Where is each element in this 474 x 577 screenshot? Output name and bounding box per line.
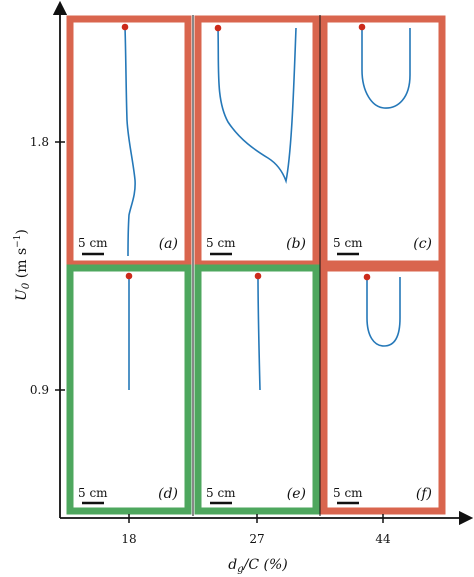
y-tick-label-0-9: 0.9 — [30, 383, 49, 397]
scale-bar-label-d: 5 cm — [78, 486, 108, 500]
trace-b — [217, 27, 297, 184]
panel-label-e: (e) — [287, 486, 306, 502]
panel-frame-a — [66, 15, 192, 268]
panel-label-f: (f) — [416, 486, 432, 502]
x-tick-label-44: 44 — [375, 532, 391, 546]
panel-label-a: (a) — [159, 236, 178, 252]
panel-frame-b — [194, 15, 320, 268]
panel-label-b: (b) — [286, 236, 306, 252]
scale-bar-label-e: 5 cm — [206, 486, 236, 500]
y-tick-label-1-8: 1.8 — [30, 135, 49, 149]
origin-dot-a — [121, 23, 129, 31]
trace-f — [366, 277, 401, 347]
scale-bar-label-b: 5 cm — [206, 236, 236, 250]
trace-e — [257, 275, 261, 391]
y-axis-label: U0 (m s−1) — [13, 229, 32, 301]
origin-dot-f — [363, 273, 371, 281]
x-tick-label-18: 18 — [121, 532, 136, 546]
origin-dot-e — [254, 272, 262, 280]
scale-bar-label-f: 5 cm — [333, 486, 363, 500]
scale-bar-f: 5 cm — [333, 486, 363, 505]
panel-frame-c — [320, 15, 446, 268]
scale-bar-e: 5 cm — [206, 486, 236, 505]
scale-bar-label-a: 5 cm — [78, 236, 108, 250]
x-axis-label: dg/C (%) — [228, 557, 287, 575]
origin-dot-d — [125, 272, 133, 280]
panel-frame-e — [194, 264, 320, 515]
panel-frame-f — [320, 264, 446, 515]
trace-c — [361, 27, 411, 109]
origin-dot-c — [358, 23, 366, 31]
panel-label-d: (d) — [158, 486, 178, 502]
scale-bar-d: 5 cm — [78, 486, 108, 505]
origin-dot-b — [214, 24, 222, 32]
panel-label-c: (c) — [413, 236, 432, 252]
scale-bar-a: 5 cm — [78, 236, 108, 256]
scale-bar-b: 5 cm — [206, 236, 236, 256]
scale-bar-label-c: 5 cm — [333, 236, 363, 250]
panel-frame-d — [66, 264, 192, 515]
x-tick-label-27: 27 — [249, 532, 264, 546]
trace-a — [124, 26, 136, 257]
scale-bar-c: 5 cm — [333, 236, 363, 256]
